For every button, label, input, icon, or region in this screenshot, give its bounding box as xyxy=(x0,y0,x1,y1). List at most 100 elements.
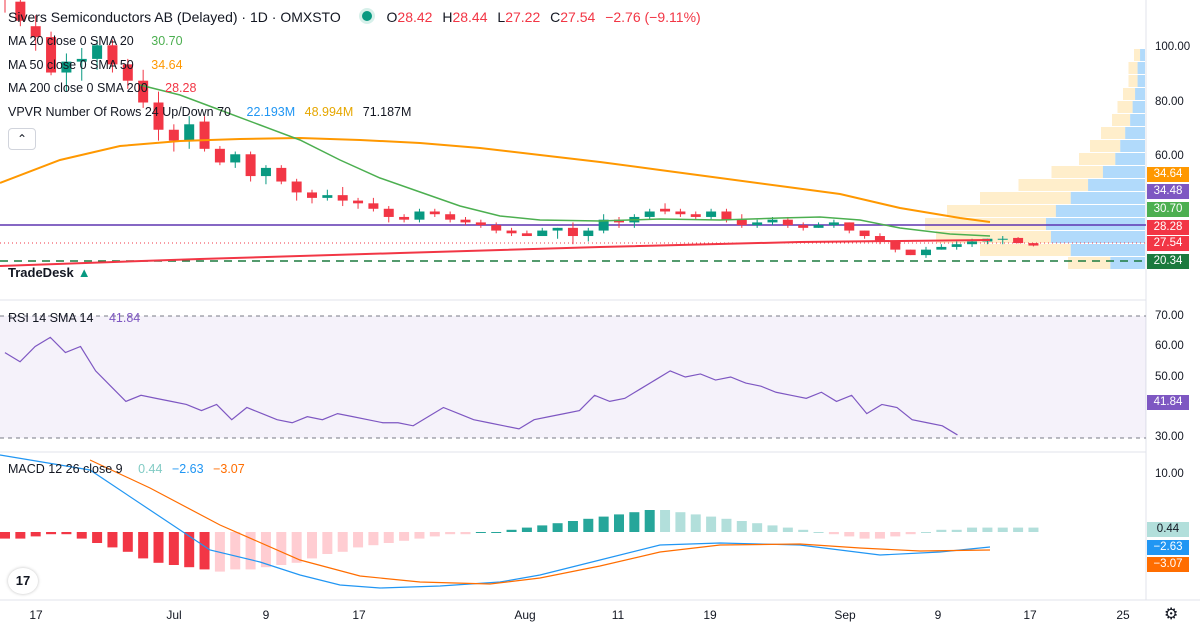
ma200-legend[interactable]: MA 200 close 0 SMA 200 28.28 xyxy=(8,81,197,95)
macd-histogram-bar xyxy=(260,532,271,568)
macd-histogram-bar xyxy=(521,527,532,532)
x-tick: 17 xyxy=(1023,608,1037,622)
macd-histogram-bar xyxy=(598,516,609,532)
candle-body xyxy=(230,154,241,163)
candle-body xyxy=(414,211,425,220)
candle-body xyxy=(368,203,379,209)
ma50-line xyxy=(0,136,991,223)
candle-body xyxy=(767,219,778,223)
macd-histogram-bar xyxy=(614,514,624,532)
macd-histogram-bar xyxy=(690,514,701,532)
vpvr-bar-up xyxy=(1135,88,1145,100)
macd-histogram-bar xyxy=(844,532,855,537)
change-value: −2.76 (−9.11%) xyxy=(605,9,701,25)
macd-histogram-bar xyxy=(107,532,118,548)
candle-body xyxy=(967,241,978,245)
macd-histogram-bar xyxy=(337,532,348,552)
macd-histogram-bar xyxy=(122,532,133,552)
macd-histogram-bar xyxy=(168,532,179,565)
vpvr-bar-up xyxy=(1140,49,1145,61)
candle-body xyxy=(782,219,793,226)
market-status-icon xyxy=(358,8,375,24)
candle-body xyxy=(122,64,133,81)
ma50-legend[interactable]: MA 50 close 0 SMA 50 34.64 xyxy=(8,58,183,72)
candle-body xyxy=(1013,237,1024,244)
symbol-title[interactable]: Sivers Semiconductors AB (Delayed) · 1D … xyxy=(8,9,341,25)
vpvr-total: 71.187M xyxy=(362,105,412,119)
candle-body xyxy=(660,208,671,212)
gear-icon[interactable]: ⚙ xyxy=(1164,606,1179,623)
rsi-band xyxy=(0,316,1146,438)
chart-header: Sivers Semiconductors AB (Delayed) · 1D … xyxy=(8,8,701,25)
macd-histogram-bar xyxy=(951,529,962,532)
candle-body xyxy=(997,238,1008,240)
candle-body xyxy=(383,208,394,217)
macd-histogram-bar xyxy=(46,532,57,535)
badge-support: 20.34 xyxy=(1147,254,1189,269)
candle-body xyxy=(644,211,655,217)
macd-histogram-bar xyxy=(475,532,486,533)
macd-histogram-bar xyxy=(491,532,502,533)
macd-histogram-bar xyxy=(967,527,978,532)
macd-hist-value: 0.44 xyxy=(138,462,163,476)
macd-legend[interactable]: MACD 12 26 close 9 0.44 −2.63 −3.07 xyxy=(8,462,245,476)
vpvr-bar-down xyxy=(980,244,1071,256)
macd-histogram-bar xyxy=(982,527,993,532)
rsi-value: 41.84 xyxy=(108,311,141,325)
macd-histogram-bar xyxy=(583,518,594,532)
candle-body xyxy=(353,200,364,204)
candle-body xyxy=(844,222,855,231)
candle-body xyxy=(30,26,41,38)
macd-histogram-bar xyxy=(660,510,671,532)
vpvr-bar-down xyxy=(1128,75,1138,87)
vpvr-bar-down xyxy=(1112,114,1131,126)
macd-histogram-bar xyxy=(706,516,717,532)
badge-last-price: 27.54 xyxy=(1147,236,1189,251)
macd-histogram-bar xyxy=(76,532,87,539)
collapse-legend-button[interactable]: ⌃ xyxy=(8,128,36,150)
candle-body xyxy=(260,167,271,177)
candle-body xyxy=(291,181,302,193)
candle-body xyxy=(491,225,502,231)
macd-histogram-bar xyxy=(828,532,839,535)
rsi-line xyxy=(4,336,958,436)
candle-body xyxy=(675,211,686,215)
macd-histogram-bar xyxy=(230,532,241,570)
price-tick-60: 60.00 xyxy=(1155,150,1184,162)
macd-histogram-bar xyxy=(874,532,885,539)
vpvr-bar-up xyxy=(1130,114,1145,126)
x-tick: 9 xyxy=(934,608,942,622)
macd-histogram-bar xyxy=(0,532,10,539)
macd-histogram-bar xyxy=(429,532,440,537)
candle-body xyxy=(460,219,471,223)
candle-body xyxy=(1028,243,1039,246)
macd-histogram-bar xyxy=(921,532,931,533)
rsi-legend[interactable]: RSI 14 SMA 14 41.84 xyxy=(8,311,141,325)
macd-histogram-bar xyxy=(644,510,655,532)
candle-body xyxy=(61,61,72,73)
x-tick: Jul xyxy=(166,608,182,622)
candle-body xyxy=(307,192,317,198)
vpvr-bar-down xyxy=(1051,166,1103,178)
vpvr-bar-down xyxy=(1101,127,1126,139)
vpvr-bar-up xyxy=(1050,231,1145,243)
candle-body xyxy=(567,227,578,237)
macd-histogram-bar xyxy=(1028,527,1039,532)
candle-body xyxy=(828,222,839,226)
vpvr-bar-up xyxy=(1120,140,1145,152)
ma20-legend[interactable]: MA 20 close 0 SMA 20 30.70 xyxy=(8,34,183,48)
vpvr-bar-up xyxy=(1102,166,1145,178)
macd-histogram-bar xyxy=(30,532,41,537)
badge-ma200: 28.28 xyxy=(1147,220,1189,235)
badge-line-purple: 34.48 xyxy=(1147,184,1189,199)
vpvr-bar-down xyxy=(1128,62,1138,74)
tradingview-logo[interactable]: 17 xyxy=(8,568,38,594)
x-tick: 11 xyxy=(611,608,625,622)
macd-histogram-bar xyxy=(813,532,824,533)
candle-body xyxy=(706,211,717,217)
macd-histogram-bar xyxy=(905,532,916,535)
vpvr-legend[interactable]: VPVR Number Of Rows 24 Up/Down 70 22.193… xyxy=(8,105,412,119)
macd-histogram-bar xyxy=(675,512,686,532)
ma200-value: 28.28 xyxy=(165,81,197,95)
